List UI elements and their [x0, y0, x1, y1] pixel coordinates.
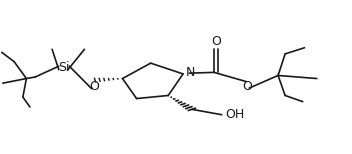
Text: N: N — [186, 66, 195, 79]
Text: O: O — [211, 35, 221, 48]
Text: O: O — [89, 80, 99, 93]
Text: O: O — [243, 80, 252, 93]
Text: OH: OH — [226, 108, 245, 121]
Text: Si: Si — [58, 61, 70, 74]
